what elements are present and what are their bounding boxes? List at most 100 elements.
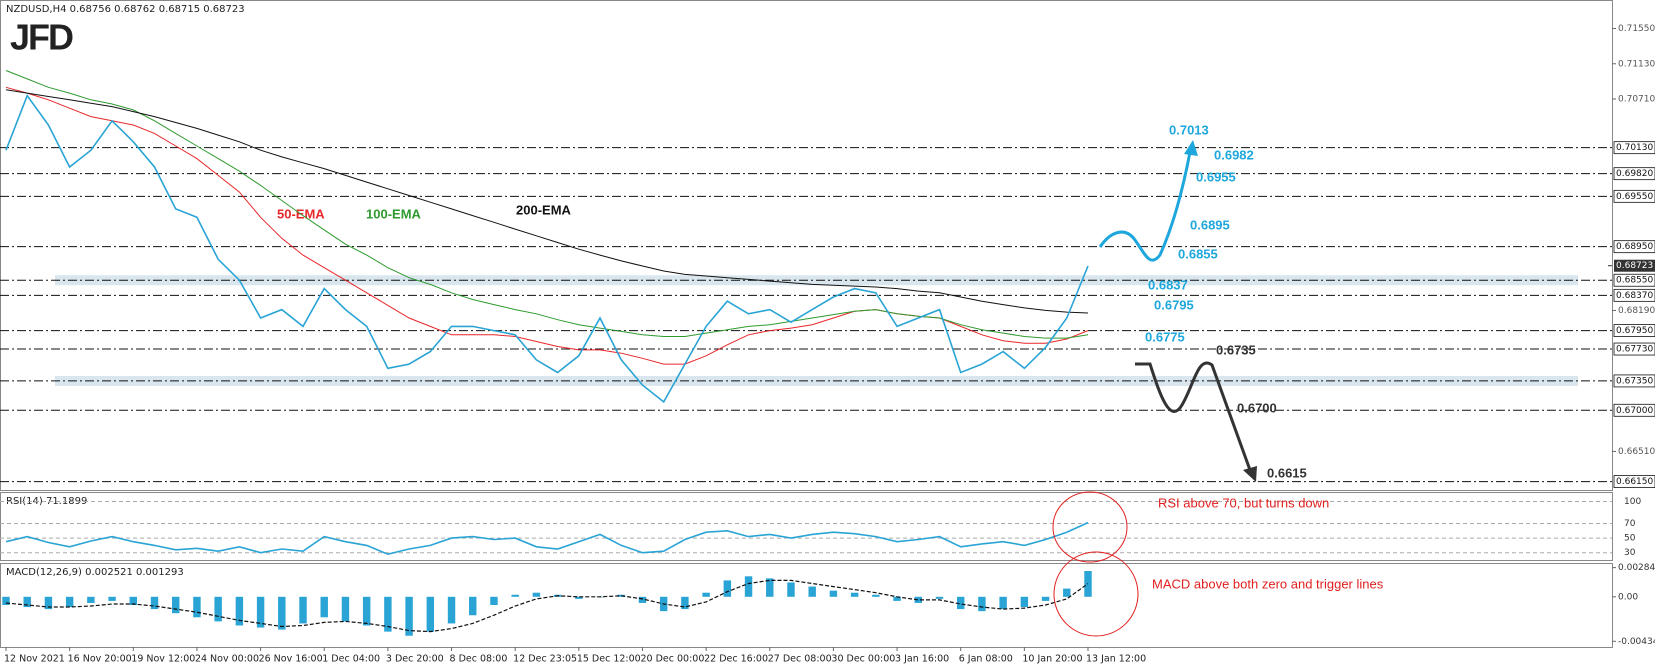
last-price-label: 0.68723 [1616,261,1653,271]
level-label-box [1613,342,1655,356]
level-annotation: 0.6615 [1267,465,1307,480]
panel-frame [0,492,1613,561]
y-tick-label: 0.70710 [1618,95,1655,105]
macd-title: MACD(12,26,9) 0.002521 0.001293 [6,567,184,578]
level-label: 0.69820 [1616,169,1653,179]
x-tick-label: 24 Nov 00:00 [195,654,259,665]
level-annotation: 0.6775 [1145,329,1185,344]
histogram-bar [850,592,859,597]
macd-annotation: MACD above both zero and trigger lines [1152,576,1384,591]
x-tick-label: 3 Dec 20:00 [386,654,444,665]
highlight-circle [1052,491,1128,563]
level-annotation: 0.6837 [1148,277,1188,292]
level-annotation: 0.6895 [1190,217,1230,232]
y-tick-label: 0.66510 [1618,447,1655,457]
bear-scenario-arrow [1135,361,1252,471]
histogram-bar [808,586,816,597]
histogram-bar [638,596,647,603]
chart-title: NZDUSD,H4 0.68756 0.68762 0.68715 0.6872… [6,4,245,15]
histogram-bar [1041,596,1050,601]
histogram-bar [829,590,838,597]
histogram-bar [469,596,477,616]
histogram-bar [702,592,710,597]
level-label: 0.68550 [1616,276,1653,286]
ema-line [5,89,1089,314]
x-tick-label: 8 Dec 08:00 [450,654,508,665]
level-label-box [1613,324,1655,337]
level-label-box [1613,273,1655,287]
histogram-bar [914,596,922,603]
x-tick-label: 19 Nov 12:00 [131,654,195,665]
level-annotation: 0.6955 [1196,169,1236,184]
panel-frame [0,0,1613,491]
x-tick-label: 10 Jan 20:00 [1022,654,1082,665]
y-tick-label: 0.71550 [1618,24,1655,34]
level-label: 0.66150 [1616,477,1653,487]
x-tick-label: 15 Dec 12:00 [577,654,641,665]
level-label-box [1613,288,1655,302]
histogram-bar [1020,596,1029,608]
y-tick-label: 0.71130 [1618,59,1655,69]
histogram-bar [44,596,53,610]
ema-label: 200-EMA [516,202,572,217]
bear-arrow-head [1243,466,1257,482]
histogram-bar [193,596,201,618]
histogram-bar [956,596,965,610]
level-label-box [1613,403,1655,417]
histogram-bar [426,596,435,632]
level-label: 0.68950 [1616,242,1653,252]
histogram-bar [384,596,392,632]
histogram-bar [490,596,498,605]
histogram-bar [935,596,944,599]
histogram-bar [447,596,456,624]
level-label: 0.67730 [1616,345,1653,355]
histogram-bar [362,596,371,626]
ema-label: 100-EMA [366,206,422,221]
y-tick-label: 100 [1624,497,1641,507]
signal-line [5,579,1089,633]
x-tick-label: 6 Jan 08:00 [959,654,1013,665]
rsi-title: RSI(14) 71.1899 [6,496,87,507]
level-label-box [1613,475,1655,489]
price-line [5,94,1089,404]
level-annotation: 0.6735 [1216,342,1256,357]
histogram-bar [872,594,880,597]
histogram-bar [23,596,31,608]
histogram-bar [723,580,732,597]
histogram-bar [978,596,986,612]
histogram-bar [766,578,774,597]
y-tick-label: 50 [1624,534,1636,544]
histogram-bar [320,596,328,618]
histogram-bar [1063,588,1071,597]
price-line [5,521,1089,556]
histogram-bar [341,596,350,622]
histogram-bar [87,596,95,603]
level-annotation: 0.6795 [1154,297,1194,312]
histogram-bar [172,596,180,614]
y-tick-label: 70 [1624,519,1636,529]
level-label-box [1613,167,1655,181]
y-tick-label: 0.00 [1618,592,1638,602]
histogram-bar [129,596,138,605]
histogram-bar [256,596,265,628]
histogram-bar [681,596,689,610]
histogram-bar [299,596,307,624]
histogram-bar [575,596,583,599]
histogram-bar [108,596,116,601]
bull-scenario-arrow [1098,151,1192,262]
histogram-bar [405,596,413,636]
x-tick-label: 22 Dec 16:00 [704,654,768,665]
level-label: 0.70130 [1616,143,1653,153]
histogram-bar [744,576,753,597]
histogram-bar [893,596,901,601]
y-tick-label: -0.004343 [1618,637,1655,647]
level-annotation: 0.6982 [1214,147,1254,162]
histogram-bar [278,596,286,630]
histogram-bar [214,596,222,622]
x-tick-label: 27 Dec 08:00 [768,654,832,665]
x-tick-label: 16 Nov 20:00 [68,654,132,665]
histogram-bar [787,582,795,597]
last-price-box [1614,259,1655,272]
level-label-box [1613,374,1655,388]
